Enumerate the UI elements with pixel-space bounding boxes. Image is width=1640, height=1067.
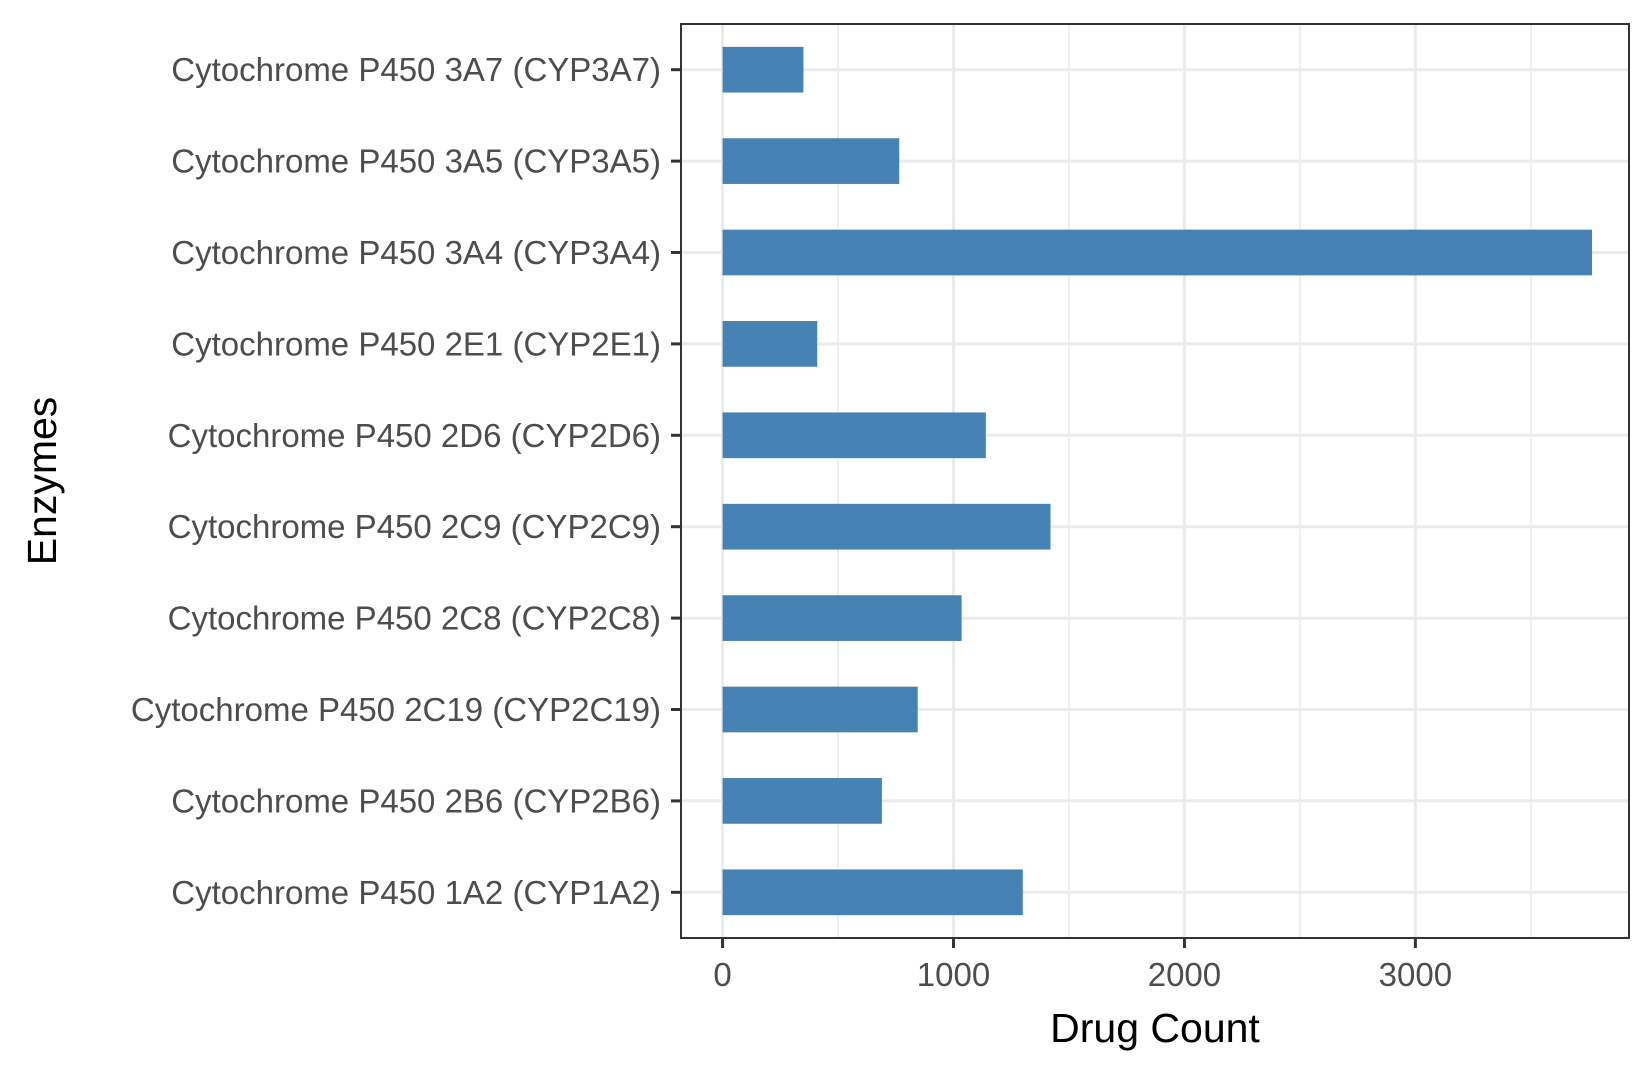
bar — [722, 778, 882, 824]
y-axis-ticks: Cytochrome P450 1A2 (CYP1A2) Cytochrome P… — [131, 51, 681, 911]
bar — [722, 503, 1051, 550]
x-axis-ticks: 0 1000 2000 3000 — [713, 938, 1452, 993]
y-axis-title: Enzymes — [19, 397, 65, 566]
bar — [722, 321, 818, 367]
bar — [722, 595, 962, 641]
bar — [722, 686, 918, 733]
panel-border — [680, 23, 1630, 939]
y-tick-label: Cytochrome P450 2C9 (CYP2C9) — [168, 508, 661, 545]
y-tick-label: Cytochrome P450 2C8 (CYP2C8) — [168, 600, 661, 637]
x-tick-label: 3000 — [1379, 956, 1452, 993]
bar — [722, 869, 1023, 916]
x-tick-label: 0 — [713, 956, 731, 993]
bar — [722, 229, 1593, 276]
bar — [722, 138, 900, 184]
bar — [722, 412, 986, 459]
y-tick-label: Cytochrome P450 2D6 (CYP2D6) — [168, 417, 661, 454]
bar-layer — [722, 46, 1593, 916]
y-tick-label: Cytochrome P450 3A5 (CYP3A5) — [171, 143, 661, 180]
y-tick-label: Cytochrome P450 2B6 (CYP2B6) — [171, 782, 661, 819]
bar — [722, 46, 804, 93]
x-tick-label: 1000 — [917, 956, 990, 993]
y-tick-label: Cytochrome P450 2E1 (CYP2E1) — [171, 325, 661, 362]
x-axis-title: Drug Count — [1050, 1005, 1260, 1051]
y-tick-label: Cytochrome P450 2C19 (CYP2C19) — [131, 691, 661, 728]
y-tick-label: Cytochrome P450 1A2 (CYP1A2) — [171, 874, 661, 911]
x-tick-label: 2000 — [1148, 956, 1221, 993]
y-tick-label: Cytochrome P450 3A4 (CYP3A4) — [171, 234, 661, 271]
y-tick-label: Cytochrome P450 3A7 (CYP3A7) — [171, 51, 661, 88]
